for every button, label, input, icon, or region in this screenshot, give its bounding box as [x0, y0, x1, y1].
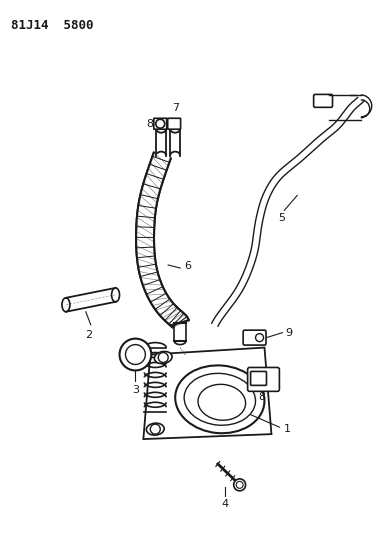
Circle shape	[150, 424, 160, 434]
Text: 5: 5	[278, 213, 285, 223]
Ellipse shape	[112, 288, 119, 302]
Ellipse shape	[184, 373, 256, 425]
Text: 6: 6	[184, 261, 191, 271]
FancyBboxPatch shape	[248, 367, 279, 391]
Text: 3: 3	[132, 385, 139, 395]
Circle shape	[236, 481, 243, 488]
Text: 9: 9	[286, 328, 293, 337]
Text: 81J14  5800: 81J14 5800	[11, 19, 94, 33]
FancyBboxPatch shape	[243, 330, 266, 345]
Polygon shape	[144, 348, 272, 439]
Text: 2: 2	[85, 330, 92, 340]
Circle shape	[234, 479, 245, 491]
Text: 7: 7	[173, 103, 180, 113]
Ellipse shape	[175, 366, 265, 433]
Circle shape	[126, 345, 145, 365]
Ellipse shape	[198, 384, 245, 420]
Ellipse shape	[62, 298, 70, 312]
Ellipse shape	[154, 351, 172, 364]
Circle shape	[156, 119, 165, 128]
FancyBboxPatch shape	[314, 94, 333, 107]
Text: 8: 8	[258, 392, 265, 402]
Text: 1: 1	[283, 424, 290, 434]
Circle shape	[256, 334, 263, 342]
Polygon shape	[136, 152, 189, 327]
Text: 4: 4	[221, 499, 228, 509]
Ellipse shape	[146, 423, 164, 435]
Circle shape	[158, 352, 168, 362]
FancyBboxPatch shape	[251, 372, 266, 385]
FancyBboxPatch shape	[168, 118, 180, 129]
Circle shape	[119, 338, 151, 370]
FancyBboxPatch shape	[154, 118, 167, 129]
Text: 8: 8	[146, 119, 153, 129]
